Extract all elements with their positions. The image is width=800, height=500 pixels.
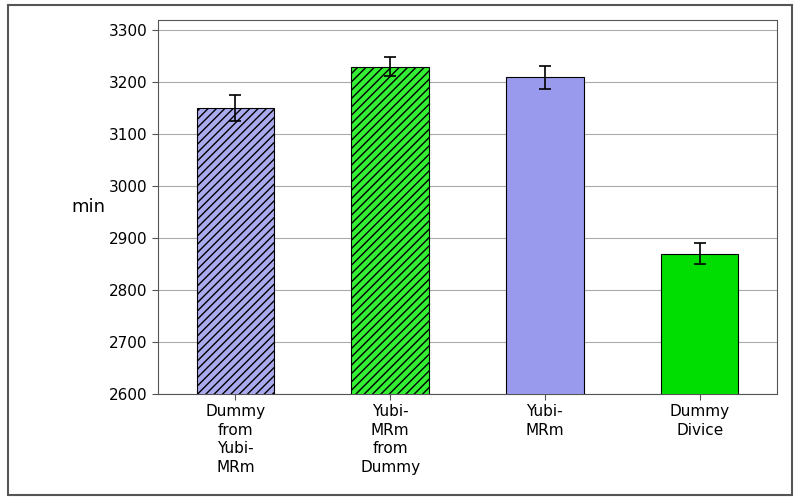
Bar bbox=[351, 66, 429, 500]
Bar bbox=[197, 108, 274, 500]
Y-axis label: min: min bbox=[71, 198, 105, 216]
Bar bbox=[506, 77, 583, 500]
Bar bbox=[661, 254, 738, 500]
